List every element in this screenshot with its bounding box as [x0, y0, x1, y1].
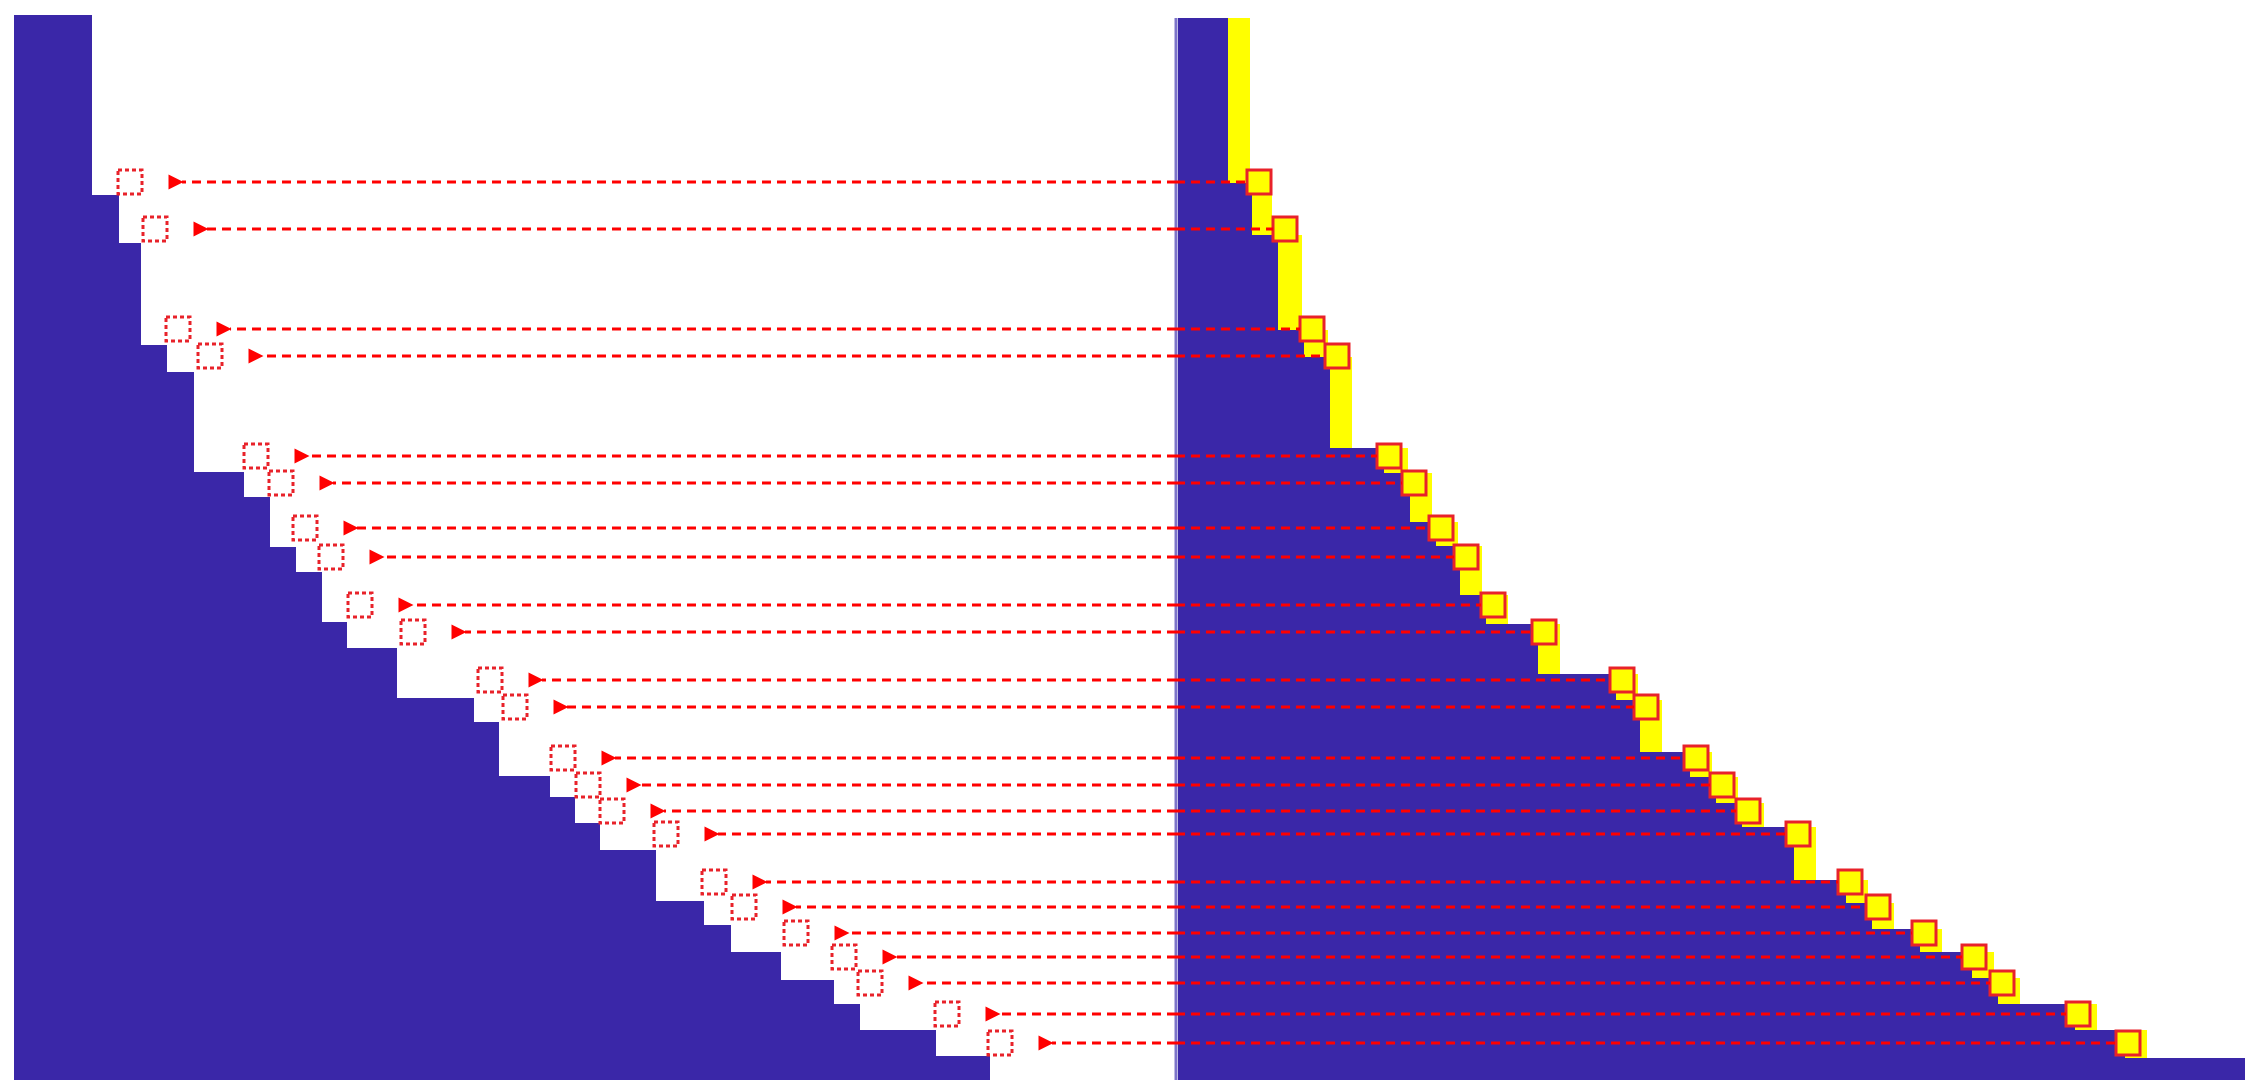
left-dotted-marker-9: [346, 591, 374, 619]
left-dotted-marker-20: [830, 943, 858, 971]
right-solid-marker-3: [1298, 315, 1326, 343]
left-dotted-marker-7: [291, 514, 319, 542]
left-dotted-marker-2: [141, 215, 169, 243]
left-staircase-panel: [14, 15, 1014, 1080]
left-dotted-marker-10: [399, 618, 427, 646]
arrow-layer: [168, 174, 2116, 1051]
right-staircase-panel: [1174, 18, 2245, 1080]
left-dotted-marker-4: [196, 342, 224, 370]
right-solid-marker-10: [1530, 618, 1558, 646]
right-solid-marker-9: [1479, 591, 1507, 619]
right-solid-marker-11: [1608, 666, 1636, 694]
right-solid-marker-19: [1910, 919, 1938, 947]
right-solid-marker-16: [1784, 820, 1812, 848]
right-solid-marker-12: [1632, 693, 1660, 721]
right-solid-marker-5: [1375, 442, 1403, 470]
right-staircase: [1178, 18, 2245, 1080]
left-dotted-marker-18: [730, 893, 758, 921]
right-solid-marker-15: [1734, 797, 1762, 825]
left-dotted-marker-3: [164, 315, 192, 343]
right-solid-marker-2: [1271, 215, 1299, 243]
right-solid-marker-17: [1836, 868, 1864, 896]
right-solid-marker-18: [1864, 893, 1892, 921]
right-solid-marker-23: [2114, 1029, 2142, 1057]
left-dotted-marker-22: [933, 1000, 961, 1028]
left-dotted-marker-23: [986, 1029, 1014, 1057]
right-solid-marker-22: [2064, 1000, 2092, 1028]
right-solid-marker-6: [1400, 469, 1428, 497]
right-solid-marker-4: [1323, 342, 1351, 370]
left-dotted-marker-16: [652, 820, 680, 848]
right-solid-marker-20: [1960, 943, 1988, 971]
right-solid-marker-21: [1988, 969, 2016, 997]
right-solid-marker-13: [1682, 744, 1710, 772]
right-solid-marker-8: [1452, 543, 1480, 571]
left-dotted-marker-6: [267, 469, 295, 497]
left-dotted-marker-13: [549, 744, 577, 772]
left-dotted-marker-21: [856, 969, 884, 997]
left-dotted-marker-12: [501, 693, 529, 721]
left-dotted-marker-1: [116, 168, 144, 196]
right-solid-marker-7: [1427, 514, 1455, 542]
left-staircase: [14, 15, 990, 1080]
left-dotted-marker-17: [700, 868, 728, 896]
right-solid-marker-14: [1708, 771, 1736, 799]
left-dotted-marker-8: [317, 543, 345, 571]
left-dotted-marker-5: [242, 442, 270, 470]
left-dotted-marker-19: [782, 919, 810, 947]
left-dotted-marker-14: [574, 771, 602, 799]
left-dotted-marker-11: [476, 666, 504, 694]
right-solid-marker-1: [1245, 168, 1273, 196]
left-dotted-marker-15: [598, 797, 626, 825]
